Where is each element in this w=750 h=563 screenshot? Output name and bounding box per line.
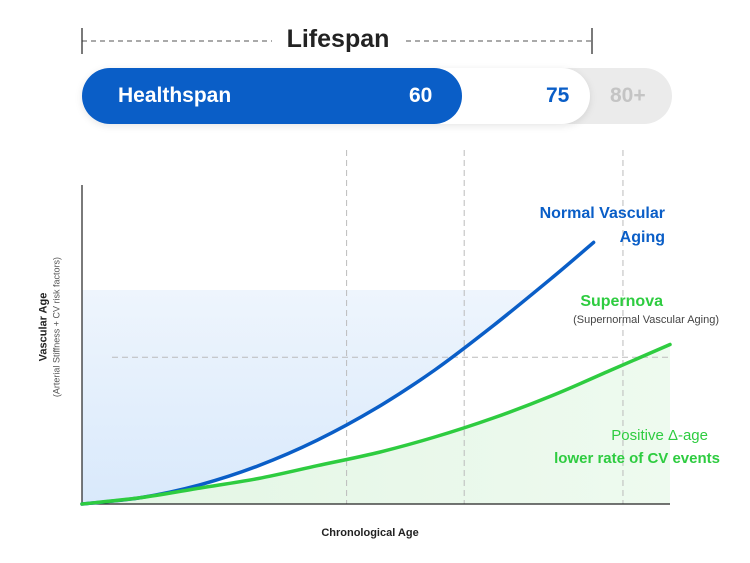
y-axis-title: Vascular Age (Arterial Stiffness + CV ri…	[38, 177, 63, 477]
age-75-label: 75	[546, 84, 570, 107]
green-area-under-curve	[82, 344, 670, 504]
lifespan-label: Lifespan	[272, 22, 404, 56]
supernova-annotation: Supernova	[580, 293, 663, 310]
area-between-curves	[82, 242, 594, 504]
reference-lines	[112, 150, 670, 504]
positive-delta-age-annotation: Positive Δ-age	[611, 427, 708, 444]
lower-cv-events-annotation: lower rate of CV events	[554, 450, 720, 467]
age-80-plus-label: 80+	[610, 84, 646, 107]
supernova-subtitle: (Supernormal Vascular Aging)	[573, 314, 719, 326]
y-axis-sublabel: (Arterial Stiffness + CV risk factors)	[51, 256, 62, 398]
y-axis-label: Vascular Age	[37, 292, 50, 362]
healthspan-label: Healthspan	[118, 84, 232, 107]
age-60-label: 60	[409, 84, 433, 107]
normal-aging-annotation: Normal Vascular Aging	[515, 202, 665, 250]
normal-aging-title: Normal Vascular Aging	[539, 205, 665, 246]
series-supernova-line	[80, 342, 672, 506]
x-axis-label: Chronological Age	[321, 527, 419, 539]
healthspan-bar	[82, 68, 462, 124]
